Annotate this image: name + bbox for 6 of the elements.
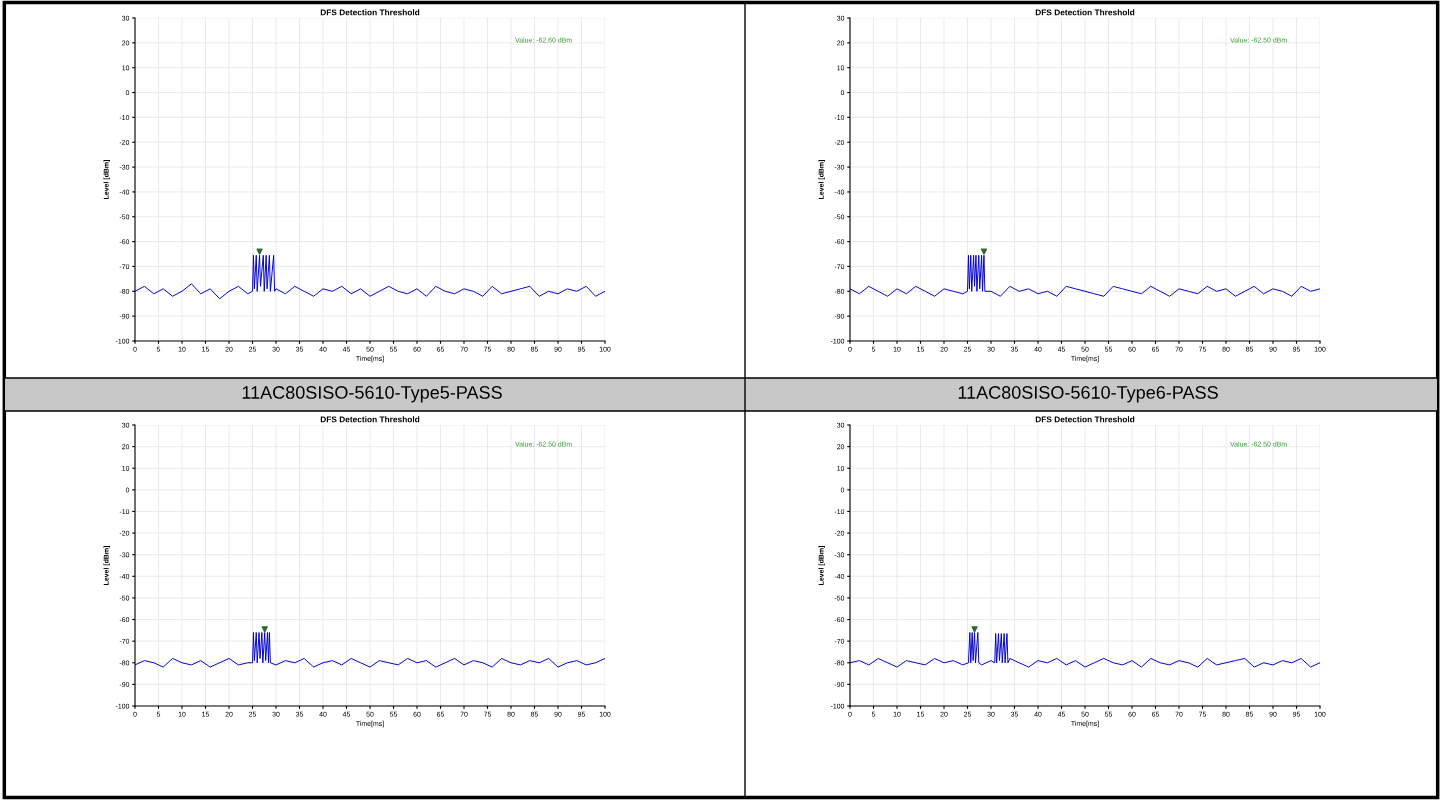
- text: 11AC80SISO-5610-Type6-PASS: [958, 386, 1218, 403]
- chart-title: DFS Detection Threshold: [1035, 416, 1135, 423]
- chart-title: DFS Detection Threshold: [320, 416, 420, 423]
- text: 11AC80SISO-5610-Type5-PASS: [242, 386, 502, 403]
- chart-title: DFS Detection Threshold: [1035, 9, 1135, 16]
- chart-title: DFS Detection Threshold: [320, 9, 420, 16]
